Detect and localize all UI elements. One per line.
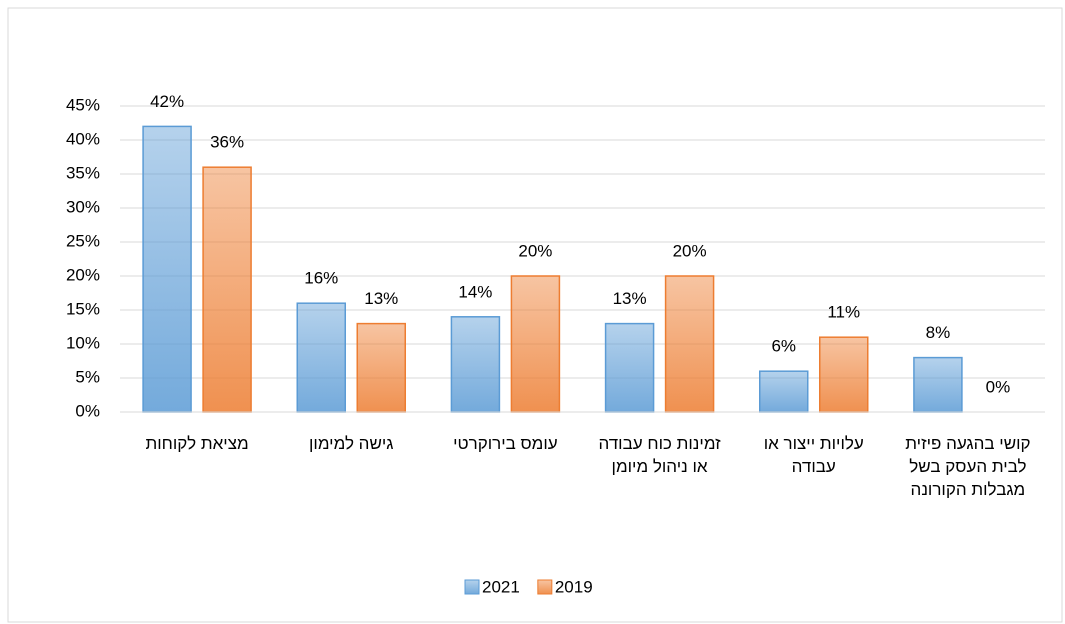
data-label: 6%: [771, 337, 796, 356]
bar: [604, 322, 655, 413]
y-tick-label: 45%: [66, 95, 100, 114]
y-tick-label: 15%: [66, 299, 100, 318]
x-tick-label: זמינות כוח עבודה או ניהול מיומן: [598, 434, 721, 476]
bar: [819, 336, 869, 413]
bar: [356, 322, 406, 413]
y-tick-label: 30%: [66, 197, 100, 216]
x-tick-label: מציאת לקוחות: [145, 434, 249, 453]
y-tick-label: 5%: [75, 367, 100, 386]
bar: [913, 356, 963, 413]
data-label: 13%: [364, 289, 398, 308]
y-tick-label: 10%: [66, 333, 100, 352]
data-label: 13%: [613, 289, 647, 308]
y-tick-label: 20%: [66, 265, 100, 284]
y-tick-label: 40%: [66, 129, 100, 148]
bar: [142, 125, 192, 413]
data-label: 42%: [150, 92, 184, 111]
data-label: 36%: [210, 133, 244, 152]
y-tick-label: 0%: [75, 401, 100, 420]
data-label: 20%: [673, 241, 707, 260]
legend-swatch: [537, 579, 553, 595]
y-tick-label: 35%: [66, 163, 100, 182]
x-tick-label: עלויות ייצור או עבודה: [763, 434, 864, 476]
legend-label: 2019: [555, 577, 593, 596]
bar: [450, 316, 501, 413]
legend-swatch: [464, 579, 480, 595]
bar: [664, 275, 715, 413]
x-tick-label: קושי בהגעה פיזית לבית העסק בשל מגבלות הק…: [905, 434, 1031, 499]
data-label: 16%: [304, 269, 338, 288]
data-label: 11%: [827, 303, 860, 322]
bar: [759, 370, 809, 413]
bar: [510, 275, 561, 413]
data-label: 20%: [518, 241, 552, 260]
y-tick-label: 25%: [66, 231, 100, 250]
data-label: 0%: [986, 377, 1011, 396]
data-label: 14%: [458, 282, 492, 301]
bar: [202, 166, 252, 413]
x-tick-label: עומס בירוקרטי: [453, 434, 558, 453]
legend-label: 2021: [482, 577, 520, 596]
x-tick-label: גישה למימון: [309, 434, 394, 453]
data-label: 8%: [926, 323, 951, 342]
bar: [296, 302, 346, 413]
